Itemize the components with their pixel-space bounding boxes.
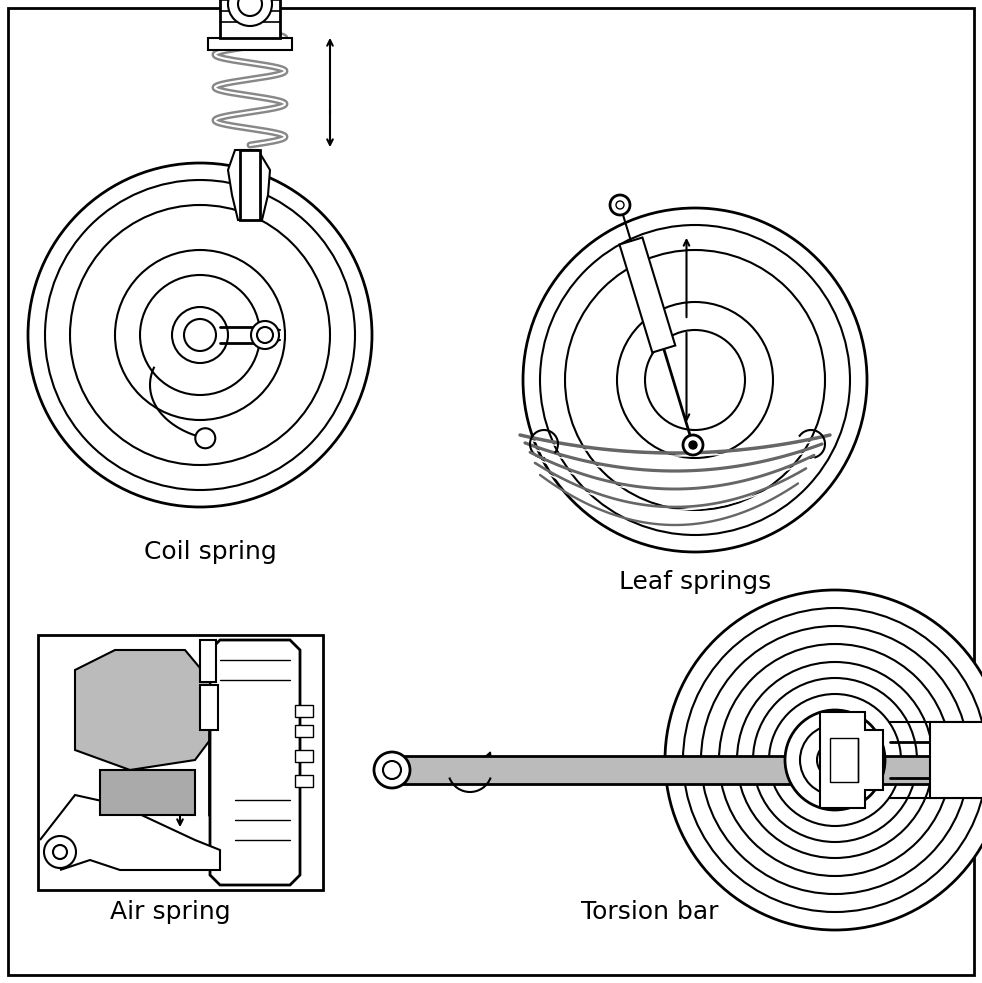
Polygon shape xyxy=(75,650,210,770)
Circle shape xyxy=(785,710,885,810)
Bar xyxy=(38,635,323,890)
Polygon shape xyxy=(40,795,220,870)
Bar xyxy=(295,775,313,787)
Circle shape xyxy=(617,302,773,458)
Circle shape xyxy=(683,435,703,455)
Circle shape xyxy=(665,590,982,930)
Bar xyxy=(930,722,982,798)
Bar xyxy=(295,725,313,737)
Bar xyxy=(200,640,216,682)
Circle shape xyxy=(610,195,630,215)
Circle shape xyxy=(737,662,933,858)
Circle shape xyxy=(645,330,745,430)
Text: Coil spring: Coil spring xyxy=(143,540,276,564)
Text: Torsion bar: Torsion bar xyxy=(581,900,719,924)
Circle shape xyxy=(251,321,279,349)
Circle shape xyxy=(616,201,624,209)
Circle shape xyxy=(817,742,853,778)
Bar xyxy=(295,750,313,762)
Circle shape xyxy=(45,180,355,490)
Circle shape xyxy=(523,208,867,552)
Circle shape xyxy=(769,694,901,826)
Circle shape xyxy=(689,441,697,449)
Circle shape xyxy=(53,845,67,859)
Bar xyxy=(295,705,313,717)
Text: Leaf springs: Leaf springs xyxy=(619,570,771,594)
Text: Air spring: Air spring xyxy=(110,900,231,924)
Circle shape xyxy=(719,644,951,876)
Circle shape xyxy=(383,761,401,779)
Polygon shape xyxy=(228,150,270,220)
Circle shape xyxy=(565,250,825,510)
Circle shape xyxy=(184,319,216,351)
Circle shape xyxy=(257,327,273,343)
Circle shape xyxy=(701,626,969,894)
Bar xyxy=(830,738,858,782)
Bar xyxy=(208,38,292,50)
Bar xyxy=(200,685,218,730)
Polygon shape xyxy=(100,770,195,815)
Circle shape xyxy=(238,0,262,16)
Bar xyxy=(240,150,260,220)
Circle shape xyxy=(115,250,285,420)
Circle shape xyxy=(44,836,76,868)
Polygon shape xyxy=(820,712,883,808)
Circle shape xyxy=(172,307,228,363)
Circle shape xyxy=(228,0,272,26)
Bar xyxy=(402,756,960,784)
Bar xyxy=(220,0,280,38)
Circle shape xyxy=(540,225,850,535)
Polygon shape xyxy=(210,640,300,885)
Circle shape xyxy=(195,429,215,448)
Circle shape xyxy=(140,275,260,395)
Circle shape xyxy=(753,678,917,842)
Circle shape xyxy=(683,608,982,912)
Circle shape xyxy=(28,163,372,507)
Circle shape xyxy=(800,725,870,795)
Polygon shape xyxy=(620,238,676,353)
Circle shape xyxy=(70,205,330,465)
Circle shape xyxy=(374,752,410,788)
